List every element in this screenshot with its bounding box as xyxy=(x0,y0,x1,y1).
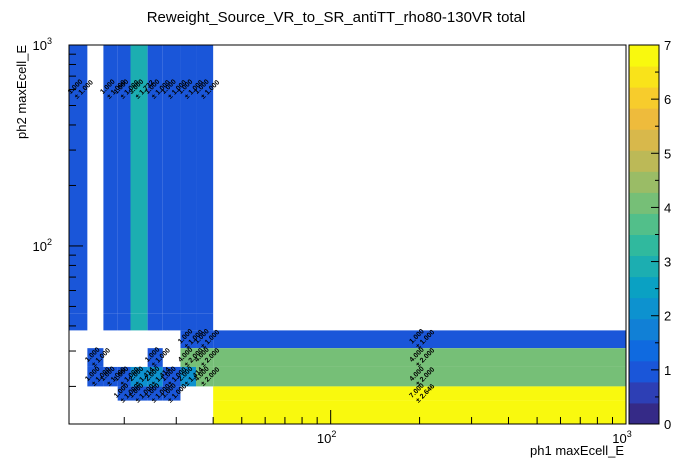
heatmap-cell xyxy=(180,45,197,314)
heatmap-cell xyxy=(162,386,181,401)
heatmap-cell xyxy=(196,348,214,367)
color-scale-swatch xyxy=(629,276,659,299)
heatmap-cell xyxy=(147,386,163,401)
y-tick-label: 103 xyxy=(33,36,52,53)
heatmap-cell xyxy=(213,366,626,387)
heatmap-cell xyxy=(87,348,104,367)
heatmap-cell xyxy=(117,313,131,331)
heatmap-cell xyxy=(162,313,181,331)
color-scale-swatch xyxy=(629,150,659,172)
color-scale-tick-label: 1 xyxy=(664,363,671,378)
heatmap-cell xyxy=(162,45,181,314)
heatmap-cell xyxy=(130,45,148,314)
plot-border xyxy=(68,44,627,425)
heatmap-cell xyxy=(117,366,131,387)
color-scale-ticks: 0 1 2 3 4 5 6 7 xyxy=(651,38,671,432)
heatmap-cell xyxy=(147,313,163,331)
heatmap-cell xyxy=(103,366,118,387)
color-scale-swatch xyxy=(629,66,659,88)
heatmap-cell xyxy=(117,45,131,314)
color-scale-tick-label: 3 xyxy=(664,255,671,270)
chart-title: Reweight_Source_VR_to_SR_antiTT_rho80-13… xyxy=(147,9,526,26)
color-scale-swatch xyxy=(629,45,659,67)
color-scale-swatch xyxy=(629,171,659,193)
y-tick-label: 102 xyxy=(33,237,52,254)
heatmap-cell xyxy=(213,330,626,349)
color-scale-tick-label: 4 xyxy=(664,200,671,215)
y-axis-label: ph2 maxEcell_E xyxy=(14,45,29,139)
color-scale-tick-label: 0 xyxy=(664,417,671,432)
heatmap-cell xyxy=(196,330,214,349)
color-scale-tick-label: 7 xyxy=(664,38,671,53)
heatmap-cell xyxy=(117,386,131,401)
heatmap-cell xyxy=(147,366,163,387)
heatmap-cell xyxy=(180,366,197,387)
heatmap-cell xyxy=(103,45,118,314)
heatmap-cell xyxy=(130,366,148,387)
color-scale-swatch xyxy=(629,297,659,320)
y-axis-ticks: 102 103 xyxy=(33,36,83,387)
heatmap-cell xyxy=(103,313,118,331)
heatmap-cell xyxy=(130,386,148,401)
heatmap-cell xyxy=(213,348,626,367)
x-axis-label: ph1 maxEcell_E xyxy=(530,443,624,458)
heatmap-cell xyxy=(147,45,163,314)
heatmap-cell xyxy=(213,400,626,424)
heatmap-cells xyxy=(69,45,626,424)
color-scale-swatch xyxy=(629,192,659,214)
color-scale-bar xyxy=(629,45,659,425)
color-scale-swatch xyxy=(629,129,659,151)
color-scale-swatch xyxy=(629,255,659,278)
color-scale-tick-label: 5 xyxy=(664,146,671,161)
color-scale-swatch xyxy=(629,87,659,109)
heatmap-cell xyxy=(69,313,88,331)
heatmap-cell xyxy=(69,45,88,314)
color-scale-tick-label: 6 xyxy=(664,92,671,107)
heatmap-cell xyxy=(180,330,197,349)
x-tick-label: 103 xyxy=(612,429,631,446)
color-scale-swatch xyxy=(629,381,659,404)
heatmap-cell xyxy=(180,348,197,367)
color-scale-swatch xyxy=(629,339,659,362)
heatmap-cell xyxy=(162,366,181,387)
x-axis-ticks: 102 103 xyxy=(123,410,632,446)
color-scale-swatch xyxy=(629,318,659,341)
color-scale-swatch xyxy=(629,360,659,383)
color-scale-swatch xyxy=(629,234,659,257)
heatmap-cell xyxy=(87,366,104,387)
color-scale-swatch xyxy=(629,213,659,235)
heatmap-cell xyxy=(180,313,197,331)
color-scale-tick-label: 2 xyxy=(664,309,671,324)
heatmap-cell xyxy=(213,386,626,401)
color-scale-swatch xyxy=(629,108,659,130)
heatmap-cell xyxy=(130,313,148,331)
heatmap-cell xyxy=(196,45,214,314)
heatmap-cell xyxy=(196,366,214,387)
x-tick-label: 102 xyxy=(317,429,336,446)
heatmap-cell xyxy=(196,313,214,331)
color-scale-swatch xyxy=(629,402,659,425)
heatmap-cell xyxy=(147,348,163,367)
